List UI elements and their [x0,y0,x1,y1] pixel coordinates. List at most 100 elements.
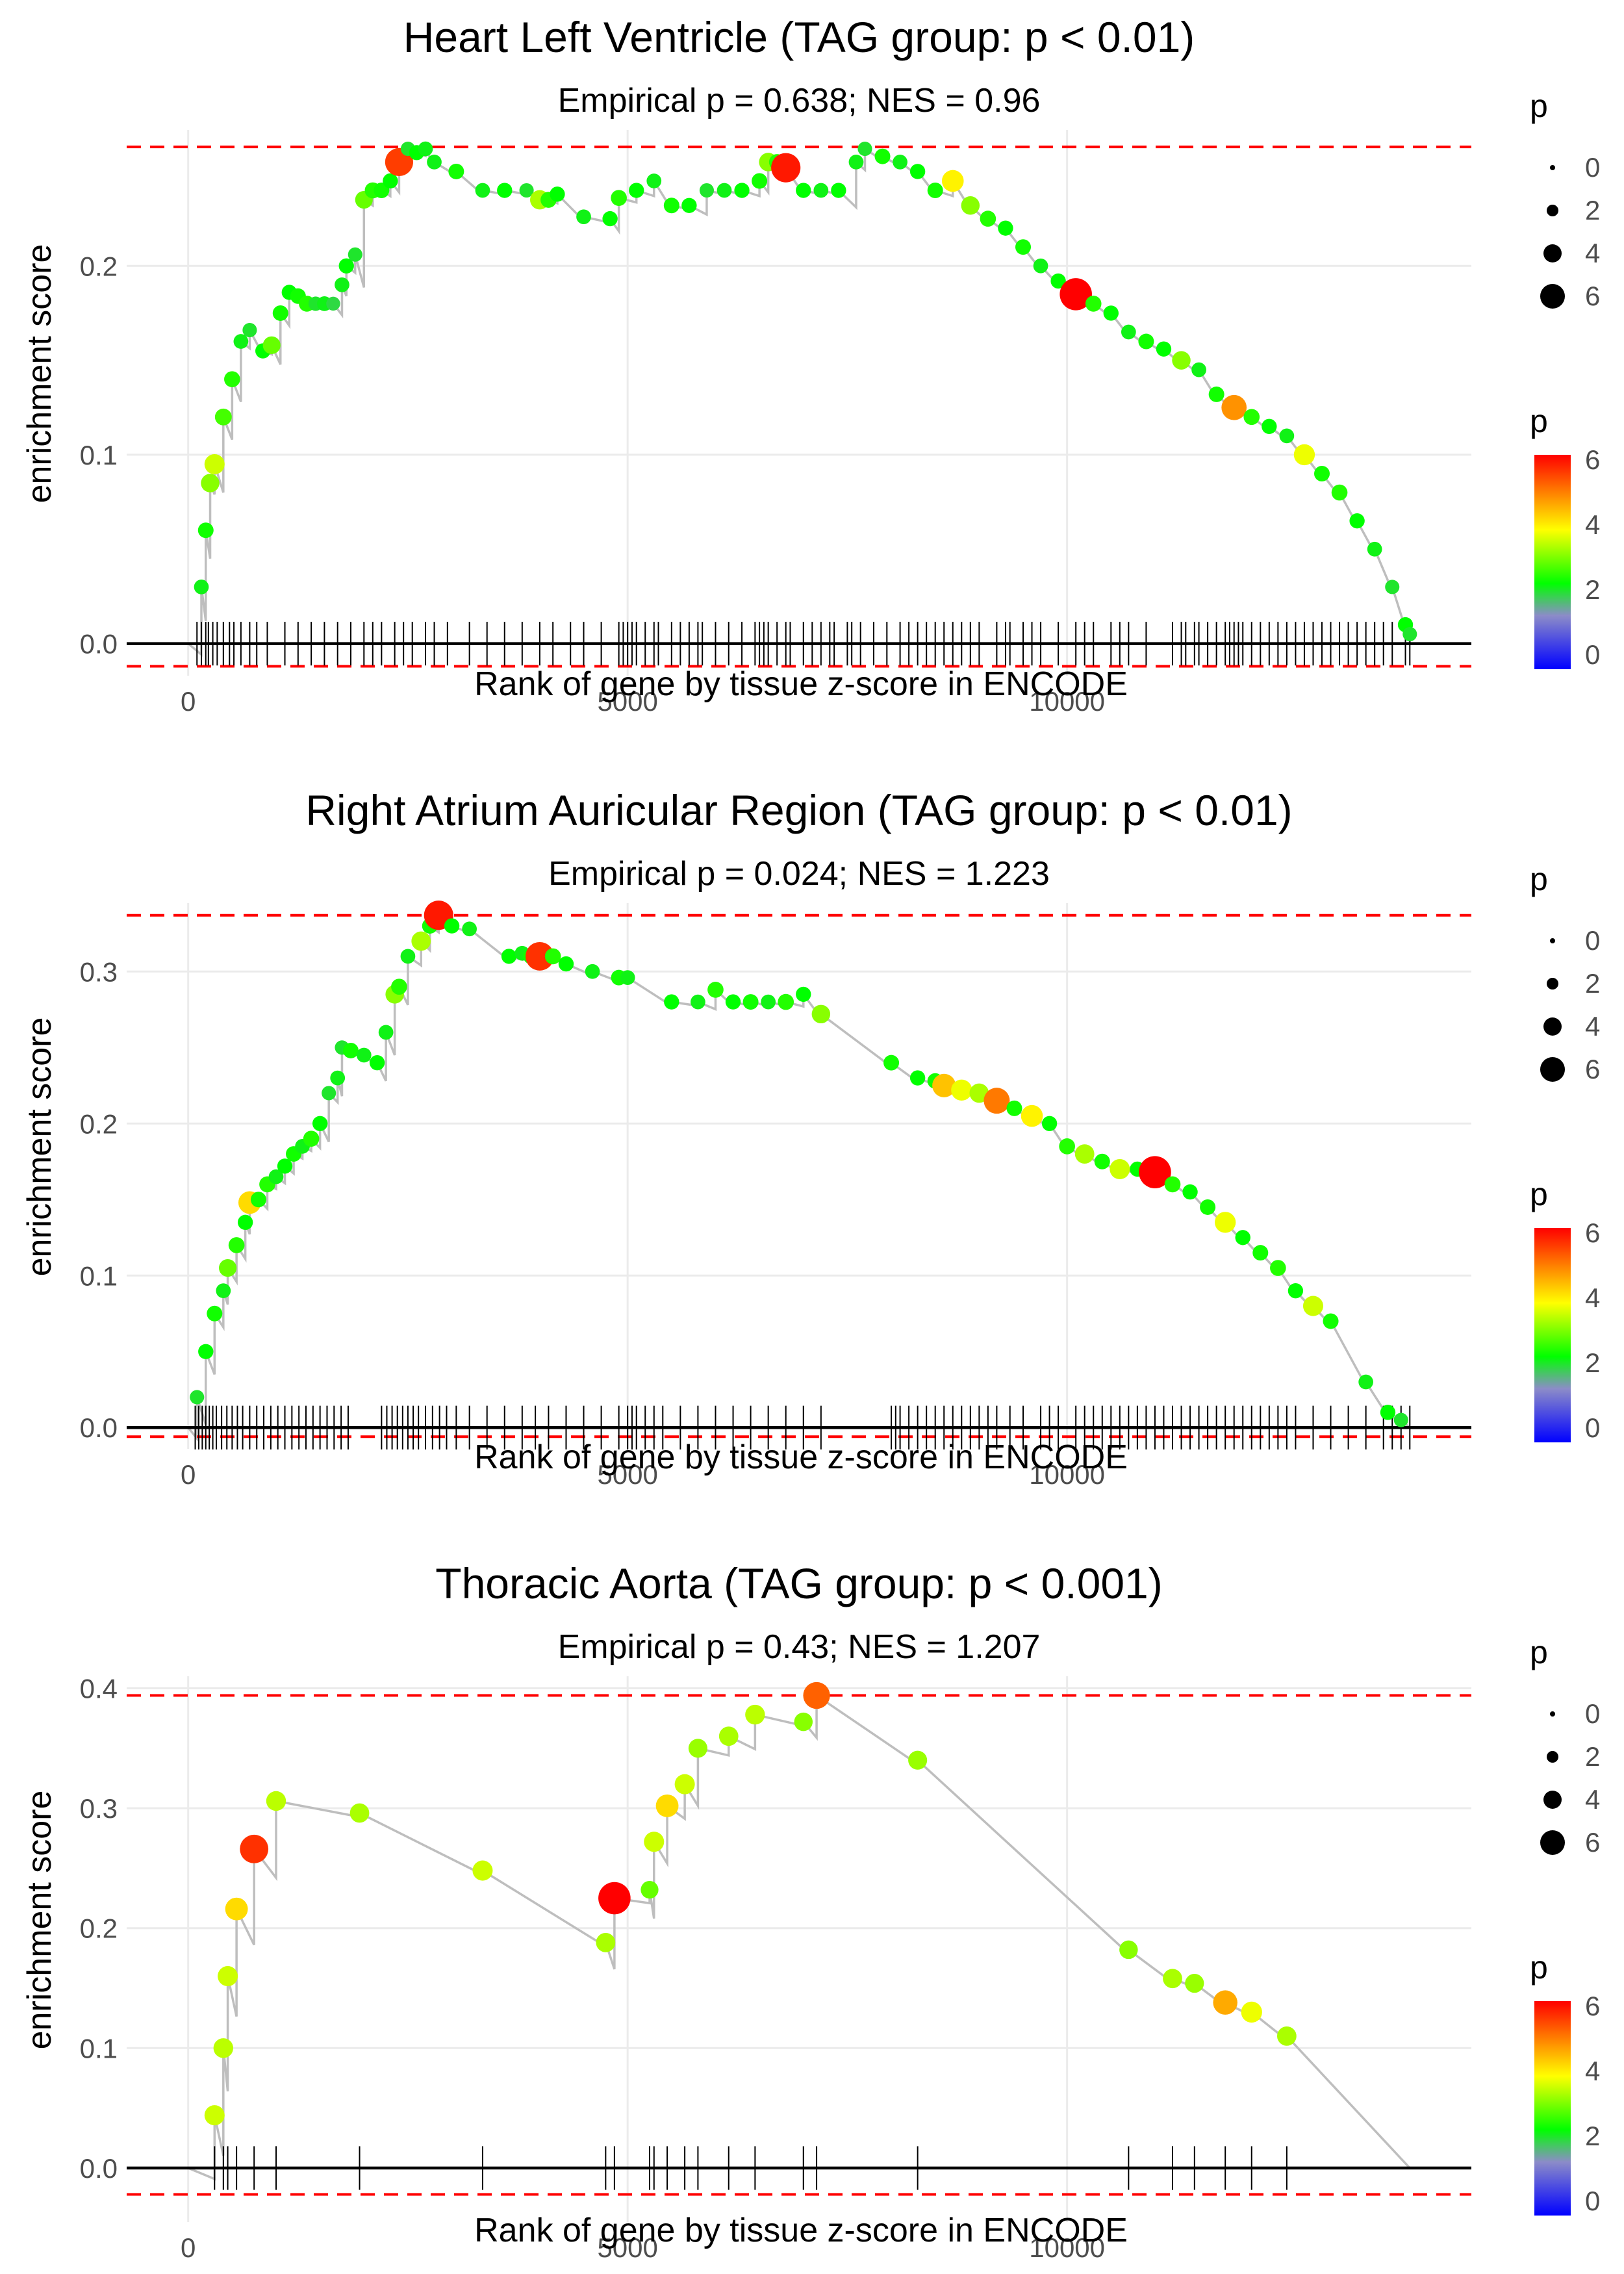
size-legend-label-4: 4 [1585,238,1600,268]
size-legend-dot-4 [1543,1017,1562,1036]
data-point [646,173,662,188]
data-point [444,918,460,934]
size-legend-dot-0 [1550,165,1555,170]
data-point [242,323,257,338]
data-point [1050,273,1066,289]
legend: p 0 2 4 6 p 6 4 2 0 [1530,861,1600,1443]
size-legend-title: p [1530,88,1548,124]
data-point [813,183,829,198]
data-point [194,580,209,594]
data-point [343,1042,359,1058]
data-point [519,183,534,198]
data-point [629,183,644,198]
data-point [1185,1974,1204,1993]
data-point [1021,1105,1043,1127]
data-point [268,1169,284,1184]
data-point [1200,1199,1216,1215]
data-point [214,408,232,426]
y-tick-label: 0.2 [80,251,118,281]
legend: p 0 2 4 6 p 6 4 2 0 [1530,1634,1600,2216]
data-point [312,1116,328,1131]
data-point [369,1055,385,1071]
data-point [348,247,362,262]
data-point [303,1131,320,1147]
data-point [1094,1153,1110,1169]
data-point [383,173,398,189]
data-point [266,1791,286,1811]
color-legend-label-6: 6 [1585,444,1600,475]
data-point [1059,1138,1075,1155]
size-legend-dot-6 [1540,1057,1565,1082]
size-legend-label-4: 4 [1585,1011,1600,1041]
data-point [338,258,354,274]
data-point [1074,1144,1095,1164]
data-point [909,164,926,179]
data-point [734,183,750,198]
chart-panel-right-atrium-auricular-region: Right Atrium Auricular Region (TAG group… [21,786,1600,1490]
size-legend-label-0: 0 [1585,1698,1600,1729]
y-tick-label: 0.4 [80,1673,118,1704]
data-point [998,220,1013,236]
data-point [663,198,679,214]
x-tick-label: 10000 [1029,686,1105,717]
data-point [1323,1313,1339,1329]
data-point [250,1192,266,1208]
data-point [932,1073,956,1097]
data-point [602,211,618,227]
data-point [908,1750,928,1770]
y-tick-label: 0.1 [80,1260,118,1291]
data-point [411,931,431,951]
y-axis-label: enrichment score [21,244,58,504]
chart-title: Right Atrium Auricular Region (TAG group… [305,786,1292,834]
x-tick-label: 0 [181,2232,196,2263]
data-point [961,196,980,215]
color-legend-title: p [1530,403,1548,439]
y-tick-label: 0.2 [80,1913,118,1944]
data-point [725,994,741,1010]
y-tick-label: 0.0 [80,2153,118,2184]
data-point [644,1832,665,1852]
data-point [688,1739,707,1758]
color-legend-label-6: 6 [1585,1218,1600,1248]
data-point [1138,333,1154,350]
data-point [1191,362,1206,377]
data-point [462,921,477,937]
data-point [1163,1969,1182,1989]
data-point [1402,627,1417,642]
color-legend-label-2: 2 [1585,2121,1600,2151]
data-point [550,186,565,202]
size-legend-dot-0 [1550,938,1555,943]
data-point [927,183,943,199]
data-point [951,1079,972,1101]
size-legend-dot-2 [1547,1751,1558,1763]
data-point [1385,580,1400,594]
data-point [1059,278,1092,311]
plot-area: 0 5000 10000 0.0 0.1 0.2 [80,130,1471,717]
data-point [969,1083,989,1103]
legend: p 0 2 4 6 p 6 4 2 0 [1530,88,1600,670]
color-legend-label-4: 4 [1585,2056,1600,2086]
y-axis-label: enrichment score [21,1791,58,2050]
data-point [475,183,490,198]
size-legend-label-0: 0 [1585,925,1600,956]
data-point [893,155,907,170]
y-tick-label: 0.2 [80,1108,118,1139]
data-point [216,1283,231,1299]
chart-panel-thoracic-aorta: Thoracic Aorta (TAG group: p < 0.001) Em… [21,1559,1600,2263]
data-point [1358,1374,1374,1390]
data-point [1349,513,1365,529]
data-point [1156,341,1172,357]
data-point [811,1004,831,1024]
color-legend-title: p [1530,1176,1548,1212]
size-legend-label-4: 4 [1585,1784,1600,1815]
plot-area: 0 5000 10000 0.0 0.1 0.2 0.3 0.4 [80,1673,1471,2263]
data-point [576,209,591,225]
data-point [980,211,996,227]
data-point [204,2105,225,2126]
y-tick-label: 0.3 [80,1793,118,1824]
chart-subtitle: Empirical p = 0.43; NES = 1.207 [558,1628,1041,1666]
color-bar [1534,2001,1571,2216]
data-point [1314,465,1330,481]
data-point [848,155,864,170]
y-tick-label: 0.0 [80,629,118,659]
